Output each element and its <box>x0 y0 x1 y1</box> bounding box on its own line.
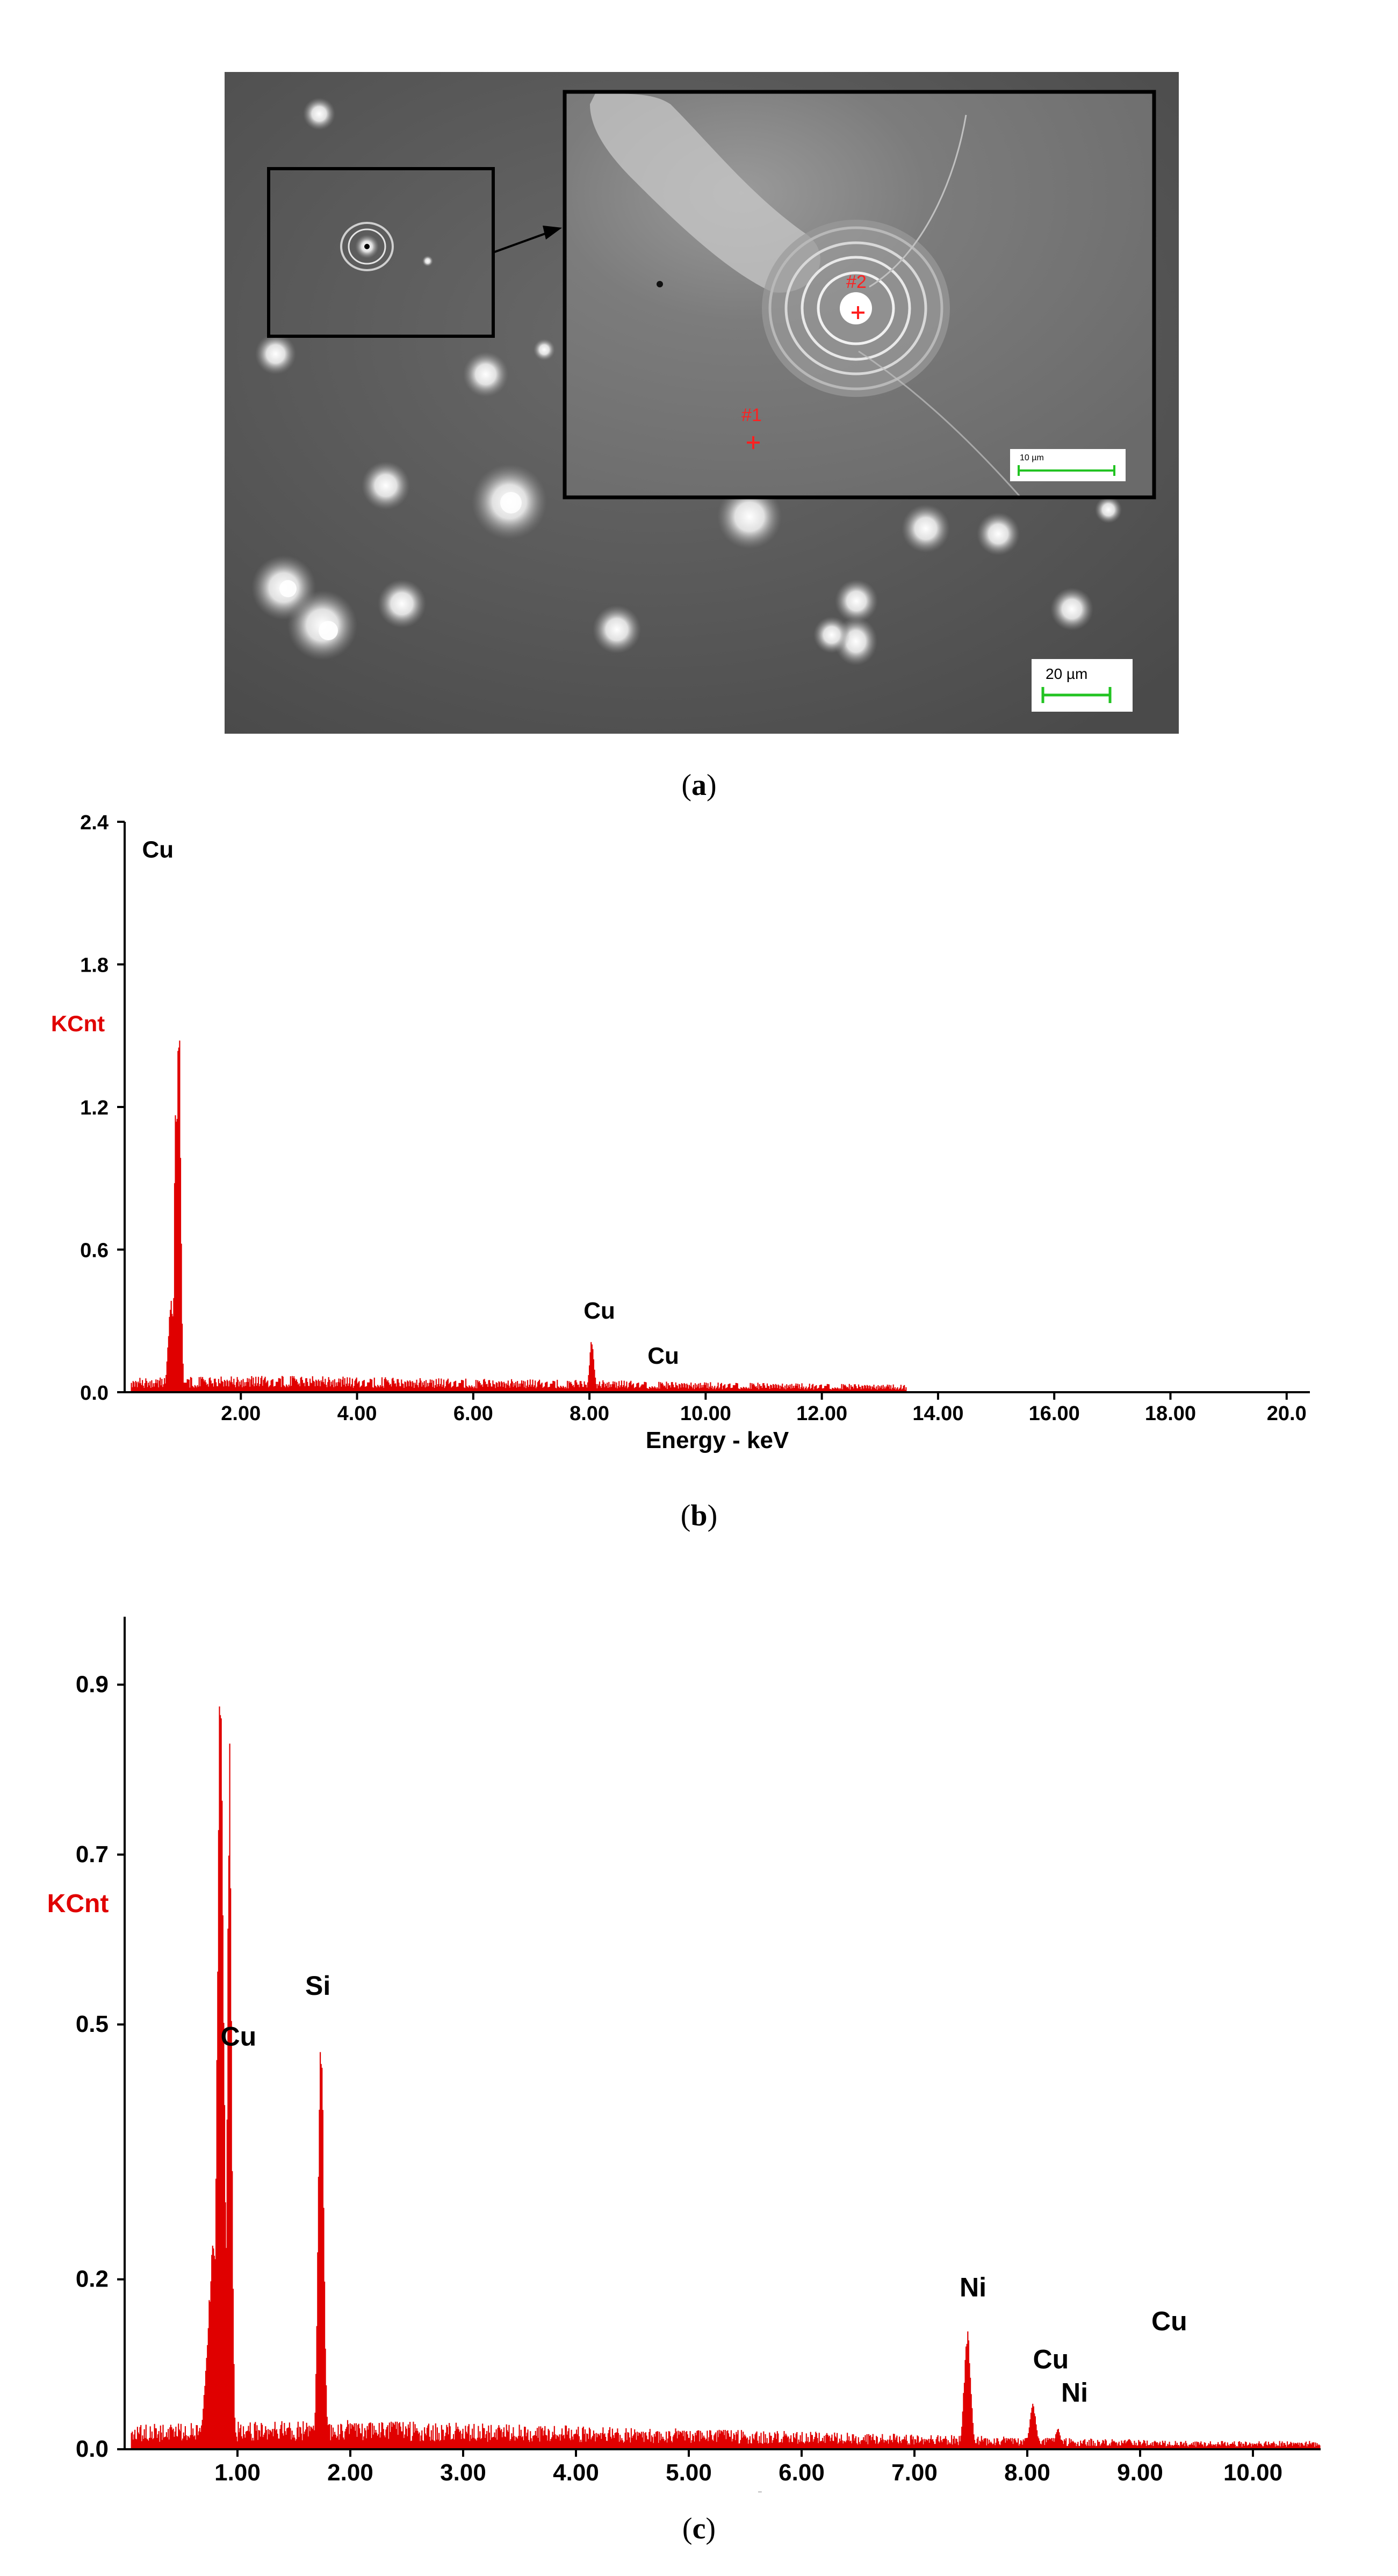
main-scale-bar: 20 µm <box>1032 659 1133 712</box>
particle <box>902 504 950 553</box>
x-tick-label: 2.00 <box>327 2459 373 2486</box>
peak-label: Si <box>305 1971 330 2001</box>
caption-b: (b) <box>680 1499 718 1532</box>
particle-ring <box>801 256 911 361</box>
y-tick-label: 0.0 <box>76 2436 109 2462</box>
eds-spectrum-c: 0.0 0.2 0.5 0.7 0.9 1.00 2.00 3.00 4.00 5.00 6.00 7… <box>0 1568 1398 2492</box>
particle <box>1095 496 1122 523</box>
particle <box>500 492 522 513</box>
particle <box>362 461 410 510</box>
peak-label: Cu <box>1033 2345 1069 2375</box>
x-tick-label: 8.00 <box>1004 2459 1050 2486</box>
particle <box>534 339 555 360</box>
peak-label: Cu <box>221 2022 257 2052</box>
particle-ring <box>340 222 394 271</box>
x-tick-label: 5.00 <box>666 2459 712 2486</box>
x-tick-label: 4.00 <box>337 1402 377 1425</box>
x-axis-label: Energy - keV <box>642 2487 805 2492</box>
x-tick-label: 2.00 <box>221 1402 261 1425</box>
y-tick-label: 0.0 <box>80 1382 109 1405</box>
particle <box>378 580 426 628</box>
dark-pit <box>657 281 663 287</box>
y-tick-label: 0.6 <box>80 1240 109 1262</box>
peak-label: Ni <box>960 2272 986 2302</box>
zoom-arrow <box>493 226 562 254</box>
surface-scratch <box>858 350 1021 497</box>
y-axis-label: KCnt <box>47 1890 109 1918</box>
particle <box>813 617 850 653</box>
particle <box>835 580 878 623</box>
particle <box>303 98 335 130</box>
caption-a: (a) <box>681 769 717 802</box>
surface-scratch <box>869 114 967 288</box>
x-tick-label: 18.00 <box>1145 1402 1196 1425</box>
surface-particles <box>251 98 1154 665</box>
point-marker-2: #2 <box>846 272 867 319</box>
particle <box>422 256 433 266</box>
particle <box>977 512 1020 555</box>
x-axis-label: Energy - keV <box>646 1427 789 1453</box>
y-axis-label: KCnt <box>51 1011 105 1036</box>
x-tick-label: 10.00 <box>680 1402 731 1425</box>
inset-bright-streak <box>590 93 820 293</box>
y-tick-label: 2.4 <box>80 812 109 834</box>
caption-c: (c) <box>682 2512 716 2545</box>
x-tick-label: 1.00 <box>214 2459 261 2486</box>
particle-center-dot <box>364 244 370 249</box>
x-tick-label: 8.00 <box>570 1402 609 1425</box>
peak-label: Cu <box>142 836 174 863</box>
particle <box>717 484 782 549</box>
spectrum-trace <box>131 1706 1321 2449</box>
eds-spectrum-c-plot: 0.0 0.2 0.5 0.7 0.9 1.00 2.00 3.00 4.00 5.00 6.00 7… <box>47 1617 1321 2492</box>
x-tick-label: 20.0 <box>1267 1402 1307 1425</box>
x-tick-label: 9.00 <box>1117 2459 1163 2486</box>
particle <box>319 621 338 640</box>
particle-ring <box>784 241 927 375</box>
x-tick-label: 6.00 <box>779 2459 825 2486</box>
particle <box>1050 588 1093 631</box>
particle <box>255 334 296 374</box>
y-tick-label: 1.8 <box>80 954 109 977</box>
particle <box>463 352 508 397</box>
x-tick-label: 4.00 <box>553 2459 599 2486</box>
spectrum-bars <box>131 1706 1321 2449</box>
peak-label: Cu <box>647 1343 679 1369</box>
spectrum-bars <box>131 1040 907 1392</box>
main-scale-label: 20 µm <box>1046 665 1087 682</box>
point-marker-1: #1 <box>741 405 762 449</box>
particle <box>593 605 641 654</box>
y-tick-label: 1.2 <box>80 1097 109 1119</box>
x-tick-label: 7.00 <box>891 2459 938 2486</box>
y-tick-label: 0.7 <box>76 1841 109 1868</box>
sem-micrograph: #1 #2 10 µm 20 µm <box>225 72 1179 734</box>
point-label-1: #1 <box>741 405 762 425</box>
spectrum-trace <box>131 1040 907 1392</box>
y-tick-label: 0.5 <box>76 2011 109 2037</box>
y-tick-label: 0.9 <box>76 1671 109 1698</box>
x-tick-label: 3.00 <box>440 2459 486 2486</box>
inset-scale-label: 10 µm <box>1020 453 1044 462</box>
eds-spectrum-b-plot: 0.0 0.6 1.2 1.8 2.4 2.00 4.00 6.00 8.00 10.00 12.0… <box>51 812 1310 1453</box>
x-tick-label: 14.00 <box>912 1402 963 1425</box>
point-label-2: #2 <box>846 272 867 292</box>
particle <box>279 580 297 597</box>
inset-view: #1 #2 10 µm <box>563 90 1156 500</box>
x-tick-label: 6.00 <box>453 1402 493 1425</box>
particle-ring <box>348 228 386 265</box>
inset-scale-bar: 10 µm <box>1010 449 1126 481</box>
x-tick-label: 16.00 <box>1029 1402 1080 1425</box>
x-tick-label: 10.00 <box>1223 2459 1282 2486</box>
x-tick-label: 12.00 <box>796 1402 847 1425</box>
particle-ring <box>768 226 943 390</box>
y-tick-label: 0.2 <box>76 2266 109 2292</box>
boxed-particle <box>340 222 433 271</box>
particle-ring <box>817 271 895 345</box>
peak-label: Ni <box>1061 2377 1088 2407</box>
eds-spectrum-b: 0.0 0.6 1.2 1.8 2.4 2.00 4.00 6.00 8.00 10.00 12.0… <box>0 795 1398 1493</box>
inset-frame <box>563 90 1156 500</box>
peak-label: Cu <box>1151 2306 1187 2336</box>
peak-label: Cu <box>583 1298 615 1324</box>
particle-core <box>840 292 872 324</box>
